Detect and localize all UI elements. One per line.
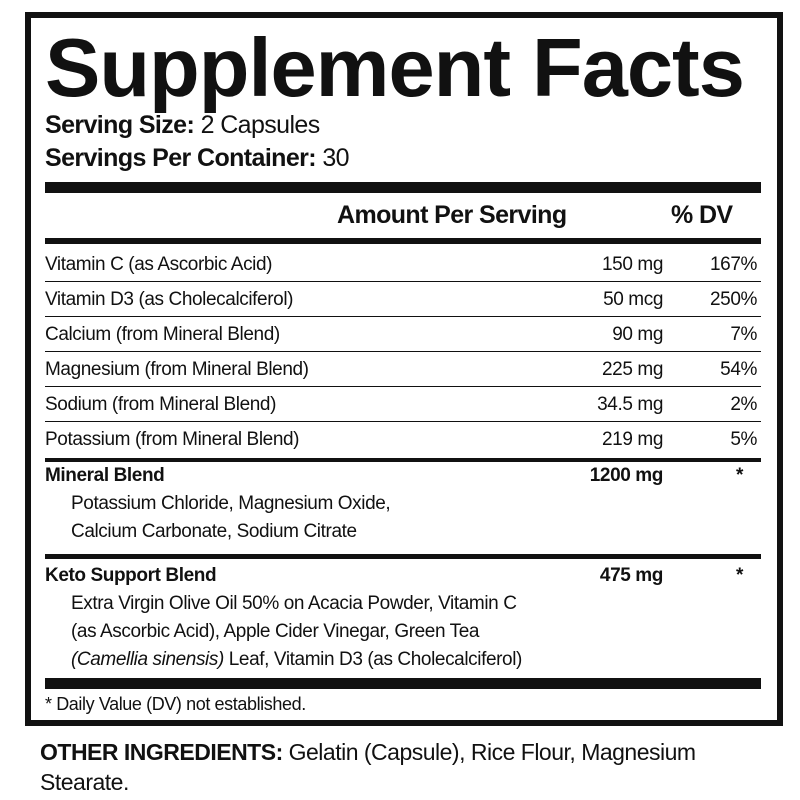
footnote: * Daily Value (DV) not established. (45, 694, 306, 714)
nutrient-dv: 2% (730, 394, 757, 415)
servings-per-container-value: 30 (322, 144, 349, 172)
nutrient-dv: 167% (710, 254, 757, 275)
blend-ingredients-text: Leaf, Vitamin D3 (as Cholecalciferol) (223, 649, 523, 670)
blend-name: Mineral Blend (45, 465, 165, 486)
dv-header: % DV (671, 201, 733, 229)
serving-size: Serving Size: 2 Capsules (45, 110, 320, 140)
nutrient-amount: 34.5 mg (597, 394, 663, 415)
divider (45, 554, 761, 559)
other-ingredients-value: Gelatin (Capsule), Rice Flour, Magnesium… (40, 739, 696, 795)
nutrient-name: Vitamin D3 (as Cholecalciferol) (45, 289, 294, 310)
divider-thick (45, 182, 761, 193)
blend-amount: 475 mg (599, 565, 663, 586)
blend-ingredients-line: (Camellia sinensis) Leaf, Vitamin D3 (as… (45, 646, 761, 674)
nutrient-name: Potassium (from Mineral Blend) (45, 429, 300, 450)
nutrient-row: Potassium (from Mineral Blend) 219 mg 5% (45, 422, 761, 457)
divider-medium (45, 238, 761, 244)
panel-title: Supplement Facts (45, 21, 745, 114)
other-ingredients-label: OTHER INGREDIENTS: (40, 739, 283, 765)
blend-amount: 1200 mg (589, 465, 664, 486)
nutrient-amount: 219 mg (602, 429, 663, 450)
nutrient-row: Vitamin D3 (as Cholecalciferol) 50 mcg 250… (45, 282, 761, 317)
nutrient-dv: 250% (710, 289, 757, 310)
serving-size-value: 2 Capsules (200, 111, 321, 139)
blend-ingredients-line: Calcium Carbonate, Sodium Citrate (71, 521, 357, 542)
supplement-facts-panel: Supplement Facts Serving Size: 2 Capsule… (25, 12, 783, 726)
other-ingredients: OTHER INGREDIENTS: Gelatin (Capsule), Ri… (40, 737, 780, 797)
amount-header: Amount Per Serving (337, 201, 567, 229)
blend-ingredients-line: Potassium Chloride, Magnesium Oxide, (71, 493, 391, 514)
blend-name: Keto Support Blend (45, 565, 217, 586)
servings-per-container-label: Servings Per Container: (45, 144, 317, 172)
mineral-blend: Mineral Blend 1200 mg * Potassium Chlori… (45, 462, 761, 546)
nutrient-row: Calcium (from Mineral Blend) 90 mg 7% (45, 317, 761, 352)
nutrient-name: Vitamin C (as Ascorbic Acid) (45, 254, 273, 275)
nutrient-amount: 150 mg (602, 254, 663, 275)
keto-support-blend: Keto Support Blend 475 mg * Extra Virgin… (45, 562, 761, 674)
nutrient-row: Vitamin C (as Ascorbic Acid) 150 mg 167% (45, 247, 761, 282)
blend-dv: * (736, 465, 743, 486)
nutrient-row: Magnesium (from Mineral Blend) 225 mg 54% (45, 352, 761, 387)
nutrient-name: Sodium (from Mineral Blend) (45, 394, 277, 415)
nutrient-row: Sodium (from Mineral Blend) 34.5 mg 2% (45, 387, 761, 422)
nutrient-amount: 90 mg (612, 324, 663, 345)
nutrient-amount: 50 mcg (603, 289, 663, 310)
blend-ingredients-line: Extra Virgin Olive Oil 50% on Acacia Pow… (71, 593, 517, 614)
nutrient-name: Calcium (from Mineral Blend) (45, 324, 280, 345)
blend-dv: * (736, 565, 743, 586)
nutrient-dv: 5% (730, 429, 757, 450)
serving-size-label: Serving Size: (45, 111, 195, 139)
latin-name: (Camellia sinensis) (71, 649, 224, 670)
divider (45, 458, 761, 462)
divider-thick (45, 678, 761, 689)
nutrient-dv: 7% (730, 324, 757, 345)
nutrient-dv: 54% (720, 359, 757, 380)
blend-ingredients-line: (as Ascorbic Acid), Apple Cider Vinegar,… (71, 621, 480, 642)
nutrient-amount: 225 mg (602, 359, 663, 380)
nutrient-name: Magnesium (from Mineral Blend) (45, 359, 309, 380)
servings-per-container: Servings Per Container: 30 (45, 143, 350, 173)
